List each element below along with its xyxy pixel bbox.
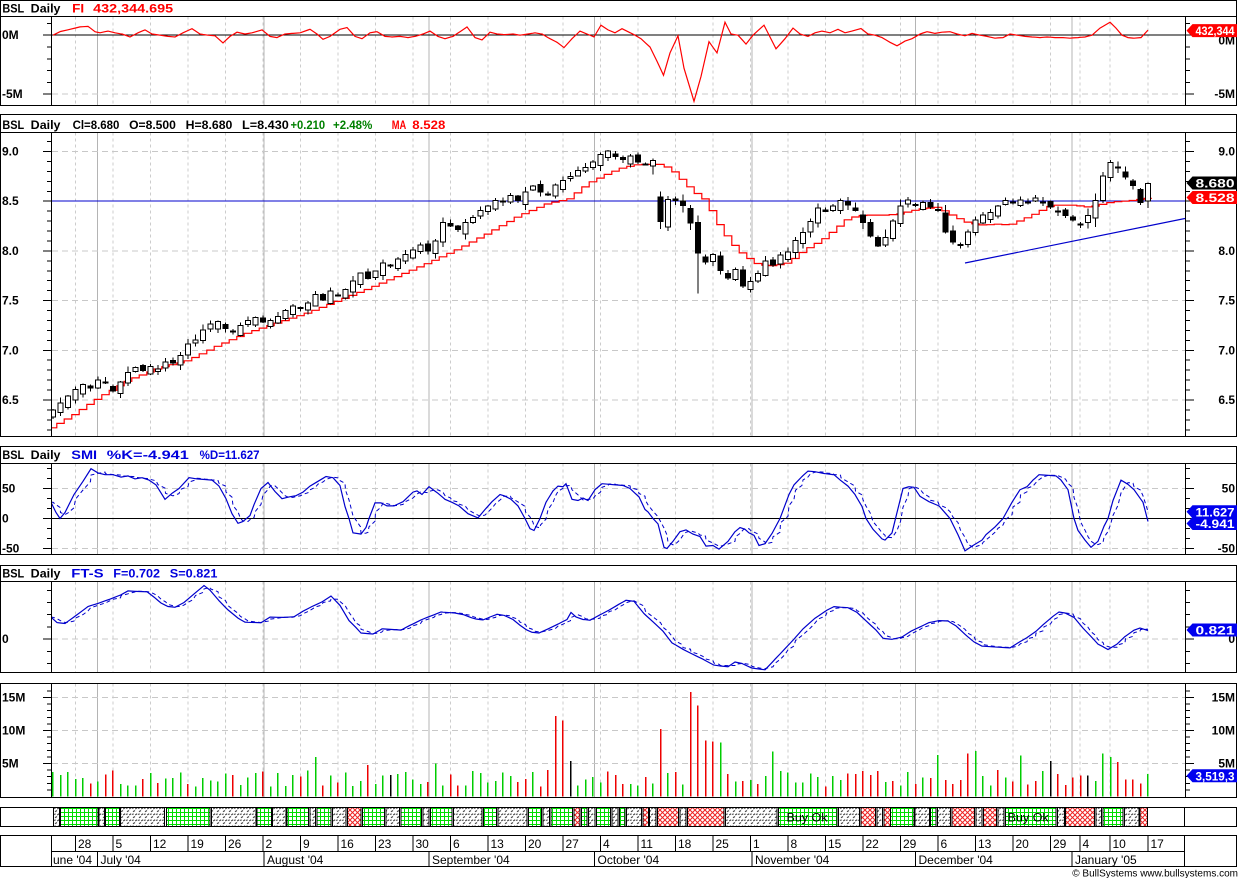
svg-text:0: 0: [2, 512, 9, 526]
svg-text:BSL: BSL: [2, 567, 24, 581]
svg-text:6.5: 6.5: [2, 393, 19, 407]
svg-text:BSL: BSL: [2, 118, 24, 132]
svg-text:O=8.500: O=8.500: [129, 118, 176, 132]
svg-text:8.528: 8.528: [412, 118, 445, 132]
svg-text:8.680: 8.680: [1196, 177, 1235, 191]
svg-text:19: 19: [191, 837, 205, 851]
svg-text:6: 6: [941, 837, 948, 851]
svg-text:7.0: 7.0: [2, 343, 19, 357]
svg-text:50: 50: [1222, 482, 1236, 496]
svg-text:H=8.680: H=8.680: [186, 118, 233, 132]
svg-text:-5M: -5M: [2, 87, 23, 101]
svg-text:September '04: September '04: [432, 853, 510, 867]
svg-text:8: 8: [791, 837, 798, 851]
svg-text:%K=-4.941: %K=-4.941: [107, 448, 189, 462]
svg-text:Buy Ok: Buy Ok: [787, 811, 829, 825]
svg-text:5M: 5M: [2, 757, 19, 771]
svg-text:11: 11: [641, 837, 654, 851]
svg-text:12: 12: [153, 837, 167, 851]
svg-text:une '04: une '04: [53, 853, 92, 867]
svg-text:9.0: 9.0: [2, 145, 19, 159]
svg-text:8.528: 8.528: [1196, 191, 1235, 205]
svg-text:0M: 0M: [2, 28, 19, 42]
svg-text:20: 20: [1016, 837, 1030, 851]
svg-text:13: 13: [491, 837, 505, 851]
svg-text:0: 0: [1228, 632, 1235, 646]
svg-text:15M: 15M: [1212, 691, 1235, 705]
svg-text:10M: 10M: [2, 724, 25, 738]
svg-text:7.5: 7.5: [1218, 294, 1235, 308]
svg-text:13: 13: [978, 837, 992, 851]
svg-text:20: 20: [528, 837, 542, 851]
svg-text:3,519,3: 3,519,3: [1196, 769, 1235, 783]
svg-text:27: 27: [566, 837, 580, 851]
svg-text:28: 28: [78, 837, 92, 851]
svg-text:Daily: Daily: [31, 448, 61, 462]
svg-text:FT-S: FT-S: [71, 567, 103, 581]
svg-text:25: 25: [716, 837, 730, 851]
svg-text:SMI: SMI: [71, 448, 97, 462]
svg-text:30: 30: [416, 837, 430, 851]
svg-text:15: 15: [828, 837, 842, 851]
svg-text:8.5: 8.5: [2, 194, 19, 208]
svg-text:10M: 10M: [1212, 724, 1235, 738]
svg-text:+0.210: +0.210: [291, 118, 326, 132]
svg-text:L=8.430: L=8.430: [242, 118, 289, 132]
svg-text:7.5: 7.5: [2, 294, 19, 308]
svg-text:F=0.702: F=0.702: [113, 567, 160, 581]
svg-text:8.0: 8.0: [1218, 244, 1235, 258]
svg-text:23: 23: [378, 837, 392, 851]
svg-text:MA: MA: [392, 118, 407, 132]
svg-text:BSL: BSL: [2, 448, 24, 462]
svg-text:%D=11.627: %D=11.627: [200, 448, 260, 462]
svg-text:January '05: January '05: [1075, 853, 1137, 867]
svg-text:8.0: 8.0: [2, 244, 19, 258]
svg-text:18: 18: [678, 837, 692, 851]
svg-text:15M: 15M: [2, 691, 25, 705]
svg-text:432,344: 432,344: [1196, 24, 1235, 38]
svg-text:-5M: -5M: [1214, 87, 1235, 101]
svg-text:Daily: Daily: [31, 2, 61, 16]
svg-text:BSL: BSL: [2, 2, 24, 16]
svg-text:December '04: December '04: [919, 853, 994, 867]
svg-text:11.627: 11.627: [1196, 505, 1235, 519]
svg-text:FI: FI: [72, 2, 84, 16]
svg-text:4: 4: [603, 837, 610, 851]
svg-text:0.821: 0.821: [1196, 624, 1235, 638]
svg-text:22: 22: [866, 837, 880, 851]
svg-text:5M: 5M: [1218, 757, 1235, 771]
svg-text:9.0: 9.0: [1218, 145, 1235, 159]
svg-text:29: 29: [903, 837, 917, 851]
svg-text:-50: -50: [1218, 542, 1236, 556]
svg-text:S=0.821: S=0.821: [170, 567, 218, 581]
svg-text:432,344.695: 432,344.695: [93, 2, 173, 16]
svg-text:Daily: Daily: [31, 567, 61, 581]
svg-text:Cl=8.680: Cl=8.680: [73, 118, 120, 132]
svg-text:Daily: Daily: [31, 118, 61, 132]
svg-text:5: 5: [116, 837, 123, 851]
svg-text:16: 16: [341, 837, 355, 851]
svg-text:1: 1: [753, 837, 760, 851]
svg-text:10: 10: [1113, 837, 1127, 851]
svg-text:August '04: August '04: [267, 853, 324, 867]
svg-text:-4.941: -4.941: [1196, 517, 1235, 531]
svg-text:July '04: July '04: [101, 853, 142, 867]
svg-text:Buy Ok: Buy Ok: [1008, 811, 1050, 825]
svg-text:29: 29: [1053, 837, 1067, 851]
svg-text:7.0: 7.0: [1218, 343, 1235, 357]
svg-text:+2.48%: +2.48%: [333, 118, 373, 132]
svg-text:2: 2: [266, 837, 273, 851]
svg-text:0: 0: [2, 632, 9, 646]
svg-text:-50: -50: [2, 542, 20, 556]
svg-text:6: 6: [453, 837, 460, 851]
svg-text:October '04: October '04: [598, 853, 660, 867]
svg-text:9: 9: [303, 837, 310, 851]
svg-text:26: 26: [228, 837, 242, 851]
svg-text:6.5: 6.5: [1218, 393, 1235, 407]
svg-text:4: 4: [1083, 837, 1090, 851]
svg-text:50: 50: [2, 482, 16, 496]
svg-text:© BullSystems www.bullsystems.: © BullSystems www.bullsystems.com: [1072, 869, 1238, 878]
svg-text:17: 17: [1151, 837, 1165, 851]
svg-text:November '04: November '04: [755, 853, 830, 867]
